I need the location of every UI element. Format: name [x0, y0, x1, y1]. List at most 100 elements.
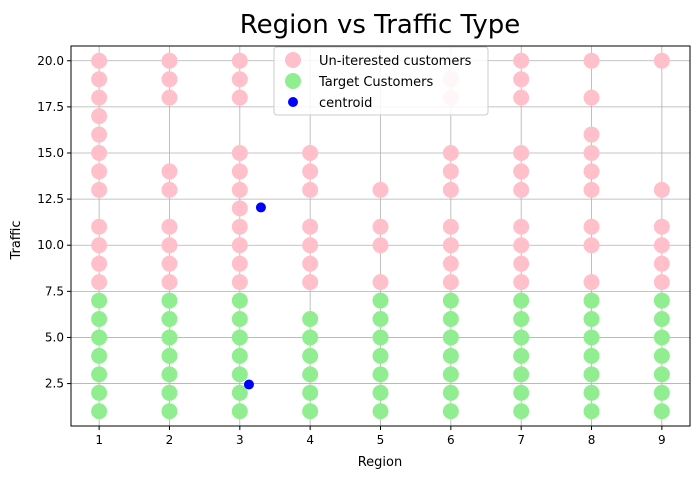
x-tick-label: 6 — [447, 433, 455, 447]
data-point — [372, 237, 389, 254]
chart-title: Region vs Traffic Type — [240, 10, 521, 40]
data-point — [583, 329, 600, 346]
data-point — [231, 274, 248, 291]
data-point — [302, 329, 319, 346]
x-axis-label: Region — [358, 455, 403, 470]
data-point — [442, 255, 459, 272]
data-point — [161, 181, 178, 198]
y-tick-label: 2.5 — [45, 377, 64, 391]
data-point — [231, 71, 248, 88]
legend-label: Target Customers — [318, 75, 433, 90]
data-point — [161, 384, 178, 401]
data-point — [231, 89, 248, 106]
data-point — [161, 89, 178, 106]
data-point — [513, 403, 530, 420]
x-tick-label: 3 — [236, 433, 244, 447]
legend-marker — [285, 52, 301, 68]
data-point — [653, 366, 670, 383]
data-point — [161, 366, 178, 383]
x-tick-label: 9 — [658, 433, 666, 447]
data-point — [161, 237, 178, 254]
data-point — [231, 347, 248, 364]
data-point — [91, 144, 108, 161]
data-point — [513, 274, 530, 291]
data-point — [231, 218, 248, 235]
data-point — [513, 347, 530, 364]
legend-label: Un-iterested customers — [319, 54, 472, 69]
data-point — [91, 347, 108, 364]
data-point — [91, 52, 108, 69]
data-point — [161, 329, 178, 346]
data-point — [91, 274, 108, 291]
data-point — [653, 329, 670, 346]
data-point — [372, 403, 389, 420]
legend-box — [273, 46, 489, 116]
data-point — [583, 311, 600, 328]
data-point — [231, 311, 248, 328]
data-point — [653, 274, 670, 291]
data-point — [302, 144, 319, 161]
data-point — [513, 71, 530, 88]
data-point — [372, 181, 389, 198]
data-point — [255, 202, 266, 213]
data-point — [583, 292, 600, 309]
data-point — [653, 52, 670, 69]
data-point — [653, 347, 670, 364]
data-point — [302, 311, 319, 328]
y-axis-label: Traffic — [9, 220, 24, 260]
data-point — [161, 347, 178, 364]
data-point — [653, 218, 670, 235]
data-point — [442, 403, 459, 420]
data-point — [583, 237, 600, 254]
data-point — [372, 292, 389, 309]
data-point — [91, 108, 108, 125]
data-point — [231, 52, 248, 69]
data-point — [372, 329, 389, 346]
y-tick-label: 12.5 — [37, 192, 64, 206]
data-point — [583, 347, 600, 364]
data-point — [583, 181, 600, 198]
data-point — [91, 311, 108, 328]
data-point — [513, 52, 530, 69]
data-point — [372, 311, 389, 328]
data-point — [513, 311, 530, 328]
data-point — [302, 384, 319, 401]
data-point — [231, 200, 248, 217]
data-point — [91, 126, 108, 143]
data-point — [231, 237, 248, 254]
y-tick-label: 20.0 — [37, 54, 64, 68]
data-point — [302, 347, 319, 364]
data-point — [231, 366, 248, 383]
data-point — [372, 366, 389, 383]
x-tick-label: 2 — [166, 433, 174, 447]
data-point — [653, 181, 670, 198]
legend-marker — [285, 73, 301, 89]
data-point — [91, 403, 108, 420]
data-point — [442, 347, 459, 364]
data-point — [91, 329, 108, 346]
data-point — [372, 274, 389, 291]
x-tick-label: 8 — [588, 433, 596, 447]
data-point — [302, 255, 319, 272]
data-point — [91, 71, 108, 88]
data-point — [513, 329, 530, 346]
data-point — [161, 292, 178, 309]
data-point — [442, 163, 459, 180]
x-tick-label: 5 — [377, 433, 385, 447]
data-point — [653, 237, 670, 254]
data-point — [442, 237, 459, 254]
data-point — [231, 384, 248, 401]
data-point — [442, 311, 459, 328]
data-point — [302, 237, 319, 254]
data-point — [302, 181, 319, 198]
data-point — [302, 366, 319, 383]
data-point — [231, 292, 248, 309]
data-point — [442, 218, 459, 235]
data-point — [161, 311, 178, 328]
data-point — [231, 163, 248, 180]
data-point — [231, 144, 248, 161]
data-point — [161, 403, 178, 420]
data-point — [513, 218, 530, 235]
legend-marker — [288, 97, 298, 107]
